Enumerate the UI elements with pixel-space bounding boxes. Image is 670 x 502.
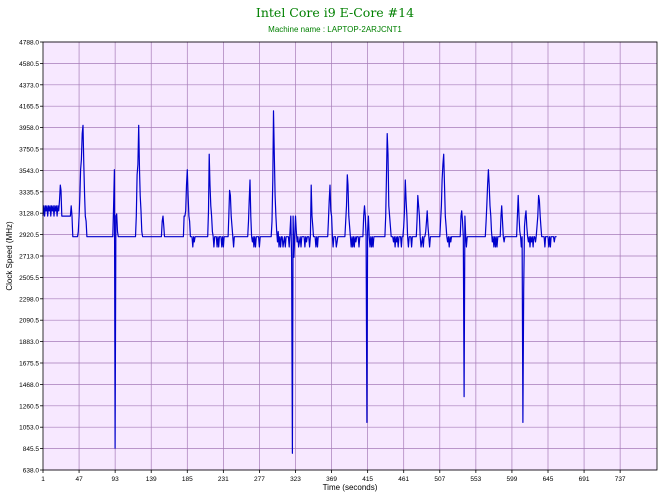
x-tick-label: 277: [254, 476, 265, 483]
y-tick-label: 3750.5: [19, 147, 39, 154]
x-tick-label: 47: [75, 476, 83, 483]
x-tick-label: 415: [362, 476, 373, 483]
y-tick-label: 845.5: [23, 446, 40, 453]
x-axis: 1 47 93 139 185 231 277 323 369 415 461 507 553 599 64…: [41, 470, 626, 483]
series-line-0: [42, 110, 557, 454]
y-tick-label: 1883.0: [19, 339, 39, 346]
x-tick-label: 507: [434, 476, 445, 483]
x-tick-label: 231: [218, 476, 229, 483]
y-tick-label: 4788.0: [19, 40, 39, 47]
grid: [43, 41, 657, 471]
y-tick-label: 2090.5: [19, 318, 39, 325]
chart-subtitle: Machine name : LAPTOP-2ARJCNT1: [268, 25, 402, 34]
x-tick-label: 599: [507, 476, 518, 483]
chart-title: Intel Core i9 E-Core #14: [256, 5, 414, 20]
plot-border: [42, 41, 658, 471]
y-tick-label: 2713.0: [19, 254, 39, 261]
x-axis-label: Time (seconds): [323, 483, 378, 492]
x-tick-label: 369: [326, 476, 337, 483]
series-group: [42, 110, 557, 454]
x-tick-label: 645: [543, 476, 554, 483]
y-tick-label: 1053.0: [19, 425, 39, 432]
x-tick-label: 737: [615, 476, 626, 483]
y-tick-label: 2920.5: [19, 232, 39, 239]
x-tick-label: 93: [112, 476, 120, 483]
y-tick-label: 2298.0: [19, 296, 39, 303]
x-tick-label: 139: [146, 476, 157, 483]
x-tick-label: 691: [579, 476, 590, 483]
y-axis-label: Clock Speed (MHz): [5, 221, 14, 291]
x-tick-label: 185: [182, 476, 193, 483]
x-tick-label: 1: [41, 476, 45, 483]
y-tick-label: 1260.5: [19, 403, 39, 410]
y-tick-label: 3543.0: [19, 168, 39, 175]
y-tick-label: 2505.5: [19, 275, 39, 282]
x-tick-label: 461: [398, 476, 409, 483]
y-tick-label: 4165.5: [19, 104, 39, 111]
y-tick-label: 1675.5: [19, 361, 39, 368]
x-tick-label: 323: [290, 476, 301, 483]
y-tick-label: 4580.5: [19, 61, 39, 68]
y-tick-label: 3335.5: [19, 189, 39, 196]
y-tick-label: 638.0: [23, 468, 40, 475]
x-tick-label: 553: [470, 476, 481, 483]
y-tick-label: 1468.0: [19, 382, 39, 389]
y-tick-label: 3128.0: [19, 211, 39, 218]
y-tick-label: 4373.0: [19, 82, 39, 89]
y-tick-label: 3958.0: [19, 125, 39, 132]
y-axis: 638.0 845.5 1053.0 1260.5 1468.0 1675.5 1883.0…: [19, 40, 43, 475]
